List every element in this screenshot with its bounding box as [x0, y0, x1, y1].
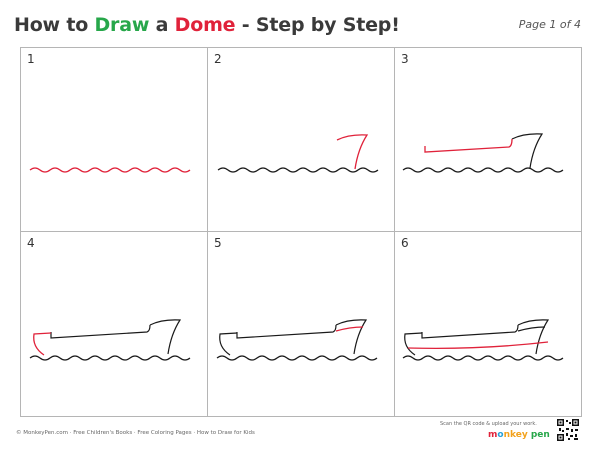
step-3-drawing [402, 133, 564, 173]
deck-line [236, 324, 337, 339]
bow-line [335, 319, 368, 355]
step-5-drawing [216, 319, 378, 361]
step-5-panel: 5 [208, 232, 394, 417]
step-number: 6 [401, 236, 409, 250]
step-2-drawing [217, 134, 379, 173]
brand-logo: monkey pen [488, 430, 550, 440]
step-6-drawing [402, 319, 564, 361]
grid-divider [207, 48, 208, 416]
water-line [217, 167, 379, 173]
deck-line [50, 324, 151, 339]
water-line [29, 167, 191, 173]
step-number: 5 [214, 236, 222, 250]
page-title: How to Draw a Dome - Step by Step! [14, 14, 400, 36]
step-1-panel: 1 [21, 48, 207, 231]
stern-line [219, 332, 238, 356]
step-number: 2 [214, 52, 222, 66]
water-line [216, 355, 378, 361]
bow-line [336, 134, 369, 170]
deck-line [421, 324, 519, 339]
step-4-drawing [29, 319, 191, 361]
stern-line [33, 332, 52, 356]
qr-code-icon [557, 419, 579, 441]
scan-note: Scan the QR code & upload your work. [440, 421, 537, 427]
footer-links: © MonkeyPen.com · Free Children's Books … [16, 430, 255, 436]
title-part-dome: Dome [174, 14, 236, 36]
step-6-panel: 6 [395, 232, 582, 417]
step-number: 4 [27, 236, 35, 250]
bow-stripe [335, 326, 364, 332]
step-4-panel: 4 [21, 232, 207, 417]
title-part-1: How to [14, 14, 95, 36]
bow-line [149, 319, 182, 355]
grid-divider [21, 231, 581, 232]
page-number: Page 1 of 4 [518, 18, 581, 31]
water-line [402, 355, 564, 361]
title-part-5: - Step by Step! [235, 14, 400, 36]
bow-line [511, 133, 544, 169]
water-line [29, 355, 191, 361]
bow-stripe [517, 326, 546, 332]
stern-line [404, 332, 423, 356]
water-line [402, 167, 564, 173]
deck-line [424, 138, 513, 153]
step-3-panel: 3 [395, 48, 582, 231]
hull-stripe [407, 341, 549, 350]
title-part-3: a [149, 14, 175, 36]
steps-grid: 1 2 3 4 5 [20, 47, 582, 417]
title-part-draw: Draw [94, 14, 150, 36]
step-2-panel: 2 [208, 48, 394, 231]
step-1-drawing [29, 167, 191, 173]
bow-line [517, 319, 550, 355]
step-number: 3 [401, 52, 409, 66]
step-number: 1 [27, 52, 35, 66]
grid-divider [394, 48, 395, 416]
